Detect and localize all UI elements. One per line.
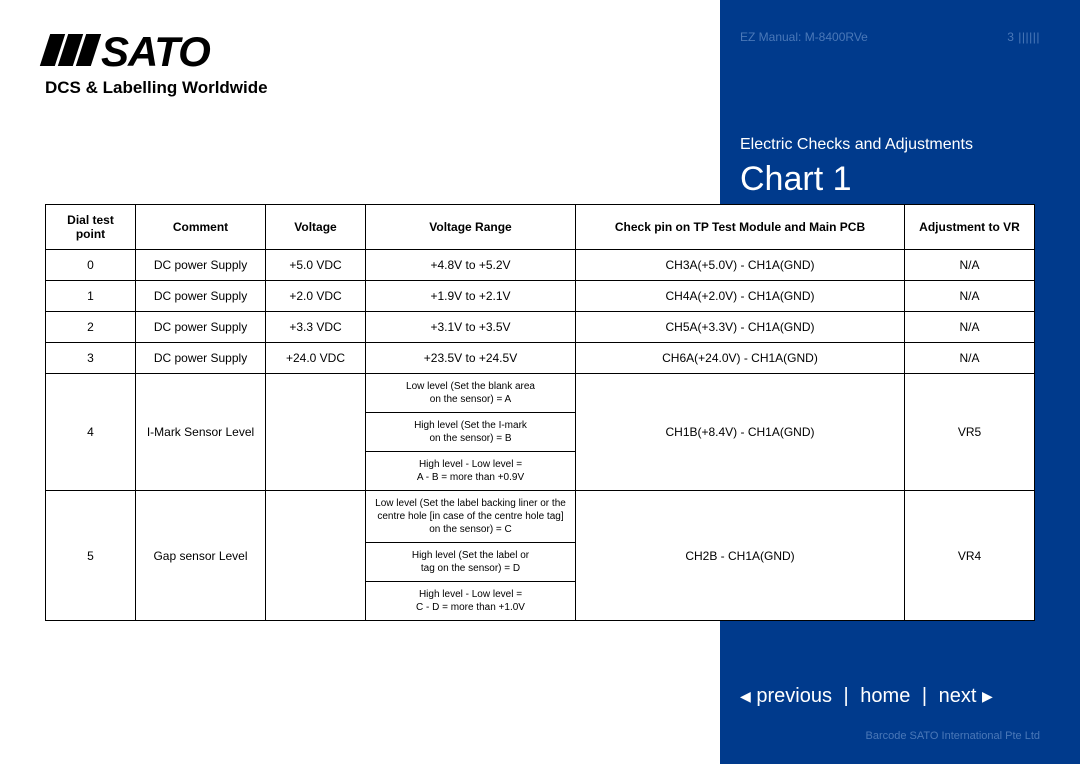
cell-range: +23.5V to +24.5V — [366, 343, 576, 374]
cell-range-sub: Low level (Set the label backing liner o… — [366, 491, 576, 543]
cell-dial: 0 — [46, 250, 136, 281]
nav-prev-icon[interactable]: ◀ — [740, 688, 751, 704]
cell-adj: N/A — [905, 250, 1035, 281]
cell-comment: Gap sensor Level — [136, 491, 266, 621]
cell-adj: VR4 — [905, 491, 1035, 621]
cell-comment: DC power Supply — [136, 250, 266, 281]
chart-table-wrap: Dial test point Comment Voltage Voltage … — [45, 204, 1035, 621]
cell-dial: 5 — [46, 491, 136, 621]
cell-voltage: +5.0 VDC — [266, 250, 366, 281]
cell-range: +4.8V to +5.2V — [366, 250, 576, 281]
cell-adj: VR5 — [905, 374, 1035, 491]
table-row: 1 DC power Supply +2.0 VDC +1.9V to +2.1… — [46, 281, 1035, 312]
col-comment: Comment — [136, 205, 266, 250]
cell-adj: N/A — [905, 281, 1035, 312]
col-pin: Check pin on TP Test Module and Main PCB — [576, 205, 905, 250]
cell-comment: DC power Supply — [136, 312, 266, 343]
header-right: EZ Manual: M-8400RVe 3 |||||| — [740, 30, 1040, 44]
logo-block: SATO DCS & Labelling Worldwide — [45, 28, 268, 98]
cell-pin: CH1B(+8.4V) - CH1A(GND) — [576, 374, 905, 491]
footer-company: Barcode SATO International Pte Ltd — [866, 730, 1040, 742]
col-voltage: Voltage — [266, 205, 366, 250]
cell-dial: 4 — [46, 374, 136, 491]
page-title: Chart 1 — [740, 160, 973, 199]
logo-brand: SATO — [45, 28, 268, 76]
table-row: 0 DC power Supply +5.0 VDC +4.8V to +5.2… — [46, 250, 1035, 281]
col-range: Voltage Range — [366, 205, 576, 250]
cell-comment: DC power Supply — [136, 281, 266, 312]
cell-pin: CH5A(+3.3V) - CH1A(GND) — [576, 312, 905, 343]
cell-dial: 3 — [46, 343, 136, 374]
logo-tagline: DCS & Labelling Worldwide — [45, 78, 268, 98]
nav-sep: | — [922, 685, 927, 707]
section-subtitle: Electric Checks and Adjustments — [740, 136, 973, 154]
cell-pin: CH2B - CH1A(GND) — [576, 491, 905, 621]
table-header-row: Dial test point Comment Voltage Voltage … — [46, 205, 1035, 250]
cell-pin: CH6A(+24.0V) - CH1A(GND) — [576, 343, 905, 374]
nav-bar: ◀ previous | home | next ▶ — [740, 685, 993, 708]
cell-voltage: +2.0 VDC — [266, 281, 366, 312]
nav-next[interactable]: next — [939, 685, 977, 707]
cell-dial: 2 — [46, 312, 136, 343]
cell-adj: N/A — [905, 343, 1035, 374]
cell-voltage: +24.0 VDC — [266, 343, 366, 374]
table-body: 0 DC power Supply +5.0 VDC +4.8V to +5.2… — [46, 250, 1035, 621]
cell-range: +1.9V to +2.1V — [366, 281, 576, 312]
manual-ref: EZ Manual: M-8400RVe — [740, 30, 868, 44]
cell-pin: CH3A(+5.0V) - CH1A(GND) — [576, 250, 905, 281]
logo-stripes-icon — [45, 28, 99, 76]
chart-table: Dial test point Comment Voltage Voltage … — [45, 204, 1035, 621]
cell-comment: DC power Supply — [136, 343, 266, 374]
cell-range: +3.1V to +3.5V — [366, 312, 576, 343]
cell-voltage — [266, 491, 366, 621]
nav-prev[interactable]: previous — [756, 685, 832, 707]
cell-range-sub: High level - Low level =C - D = more tha… — [366, 582, 576, 621]
table-row: 3 DC power Supply +24.0 VDC +23.5V to +2… — [46, 343, 1035, 374]
logo-text: SATO — [101, 28, 210, 76]
nav-home[interactable]: home — [860, 685, 910, 707]
table-row: 5 Gap sensor Level Low level (Set the la… — [46, 491, 1035, 543]
table-row: 2 DC power Supply +3.3 VDC +3.1V to +3.5… — [46, 312, 1035, 343]
col-adj: Adjustment to VR — [905, 205, 1035, 250]
cell-range-sub: High level - Low level =A - B = more tha… — [366, 452, 576, 491]
cell-pin: CH4A(+2.0V) - CH1A(GND) — [576, 281, 905, 312]
cell-dial: 1 — [46, 281, 136, 312]
cell-range-sub: Low level (Set the blank areaon the sens… — [366, 374, 576, 413]
page-root: SATO DCS & Labelling Worldwide EZ Manual… — [0, 0, 1080, 764]
title-block: Electric Checks and Adjustments Chart 1 — [740, 136, 973, 199]
cell-comment: I-Mark Sensor Level — [136, 374, 266, 491]
page-number-barcode: 3 |||||| — [1007, 30, 1040, 44]
table-row: 4 I-Mark Sensor Level Low level (Set the… — [46, 374, 1035, 413]
nav-next-icon[interactable]: ▶ — [982, 688, 993, 704]
cell-voltage — [266, 374, 366, 491]
cell-range-sub: High level (Set the label ortag on the s… — [366, 543, 576, 582]
cell-adj: N/A — [905, 312, 1035, 343]
nav-sep: | — [844, 685, 849, 707]
cell-voltage: +3.3 VDC — [266, 312, 366, 343]
col-dial: Dial test point — [46, 205, 136, 250]
cell-range-sub: High level (Set the I-markon the sensor)… — [366, 413, 576, 452]
